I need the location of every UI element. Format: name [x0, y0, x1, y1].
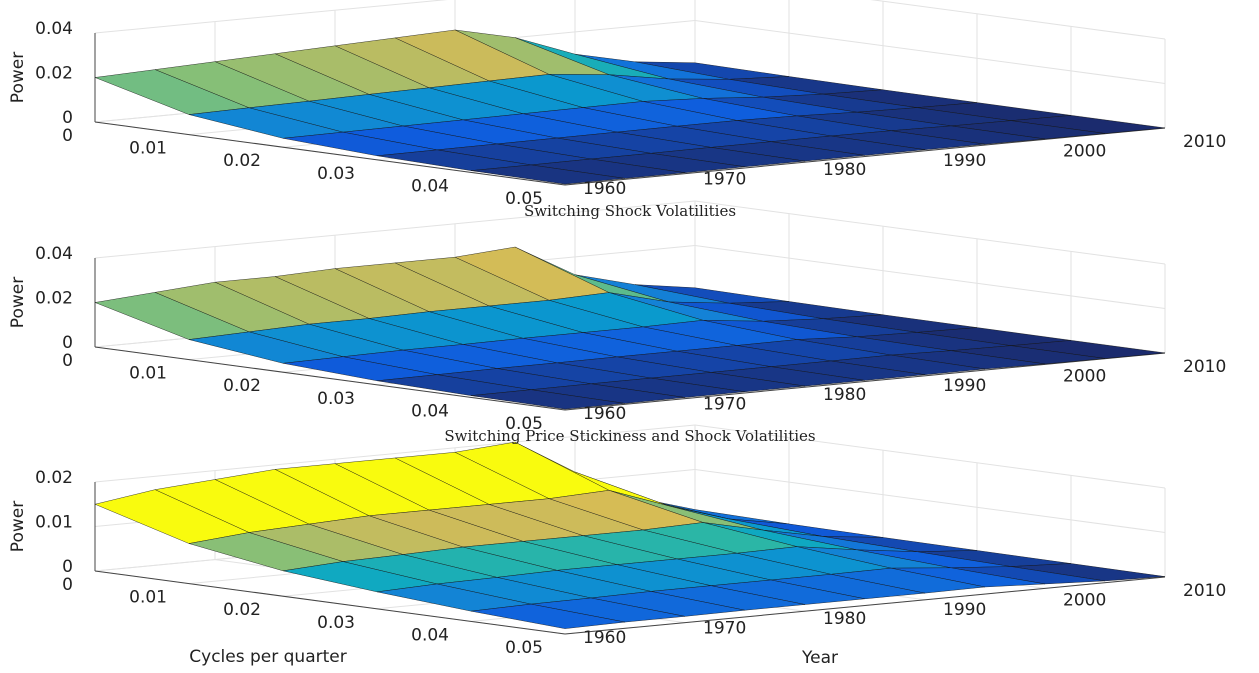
freq-tick-label: 0: [62, 575, 73, 595]
freq-tick-label: 0.04: [411, 176, 449, 196]
year-tick-label: 2000: [1063, 366, 1106, 386]
z-grid-line: [694, 245, 1166, 309]
year-tick-label: 1980: [823, 385, 866, 405]
axis-line: [94, 121, 566, 186]
z-grid-line: [694, 20, 1166, 84]
axis-line: [564, 576, 1166, 635]
z-tick-label: 0.04: [35, 19, 73, 39]
z-grid-line: [694, 469, 1166, 533]
year-tick-label: 1960: [583, 404, 626, 424]
freq-tick-label: 0.05: [505, 638, 543, 658]
z-tick-label: 0: [62, 108, 73, 128]
surface-patch: [470, 164, 626, 185]
y-axis-label: Year: [801, 648, 838, 668]
freq-tick-label: 0: [62, 126, 73, 146]
z-tick-label: 0.02: [35, 289, 73, 309]
z-grid-line: [94, 0, 448, 34]
year-tick-label: 1970: [703, 395, 746, 415]
freq-tick-label: 0.01: [129, 139, 167, 159]
year-tick-label: 1960: [583, 628, 626, 648]
year-tick-label: 1970: [703, 170, 746, 190]
axis-line: [564, 127, 1166, 186]
z-tick-label: 0: [62, 557, 73, 577]
year-tick-label: 2010: [1183, 357, 1226, 377]
z-grid-line: [94, 200, 696, 259]
z-tick-label: 0.01: [35, 513, 73, 533]
x-axis-label: Cycles per quarter: [189, 647, 346, 667]
chart-title: Switching Price Stickiness and Shock Vol…: [444, 427, 815, 445]
axis-line: [94, 346, 566, 411]
freq-tick-label: 0.03: [317, 613, 355, 633]
z-grid-line: [870, 0, 1166, 40]
z-tick-label: 0.02: [35, 64, 73, 84]
z-tick-label: 0: [62, 333, 73, 353]
z-axis-label: Power: [8, 52, 28, 103]
year-tick-label: 1980: [823, 609, 866, 629]
z-axis-label: Power: [8, 277, 28, 328]
freq-tick-label: 0.02: [223, 376, 261, 396]
z-axis-label: Power: [8, 501, 28, 552]
z-tick-label: 0.04: [35, 244, 73, 264]
freq-tick-label: 0.05: [505, 189, 543, 209]
freq-tick-label: 0.02: [223, 600, 261, 620]
freq-tick-label: 0.01: [129, 364, 167, 384]
freq-tick-label: 0.01: [129, 588, 167, 608]
freq-tick-label: 0: [62, 351, 73, 371]
z-tick-label: 0.02: [35, 468, 73, 488]
freq-tick-label: 0.03: [317, 389, 355, 409]
year-tick-label: 1960: [583, 179, 626, 199]
year-tick-label: 1970: [703, 619, 746, 639]
freq-tick-label: 0.04: [411, 401, 449, 421]
year-tick-label: 1990: [943, 376, 986, 396]
year-tick-label: 1980: [823, 160, 866, 180]
year-tick-label: 2010: [1183, 581, 1226, 601]
z-grid-line: [694, 424, 1166, 489]
z-grid-line: [94, 424, 696, 483]
year-tick-label: 2000: [1063, 590, 1106, 610]
chart-title: Switching Shock Volatilities: [524, 202, 736, 220]
axis-line: [94, 570, 566, 635]
year-tick-label: 2010: [1183, 132, 1226, 152]
freq-tick-label: 0.04: [411, 625, 449, 645]
year-tick-label: 1990: [943, 151, 986, 171]
year-tick-label: 2000: [1063, 141, 1106, 161]
surface-patch: [470, 603, 626, 629]
year-tick-label: 1990: [943, 600, 986, 620]
freq-tick-label: 0.03: [317, 164, 355, 184]
axis-line: [564, 352, 1166, 411]
z-grid-line: [694, 200, 1166, 265]
freq-tick-label: 0.02: [223, 151, 261, 171]
surface-patch: [470, 389, 626, 410]
freq-tick-label: 0.05: [505, 414, 543, 434]
